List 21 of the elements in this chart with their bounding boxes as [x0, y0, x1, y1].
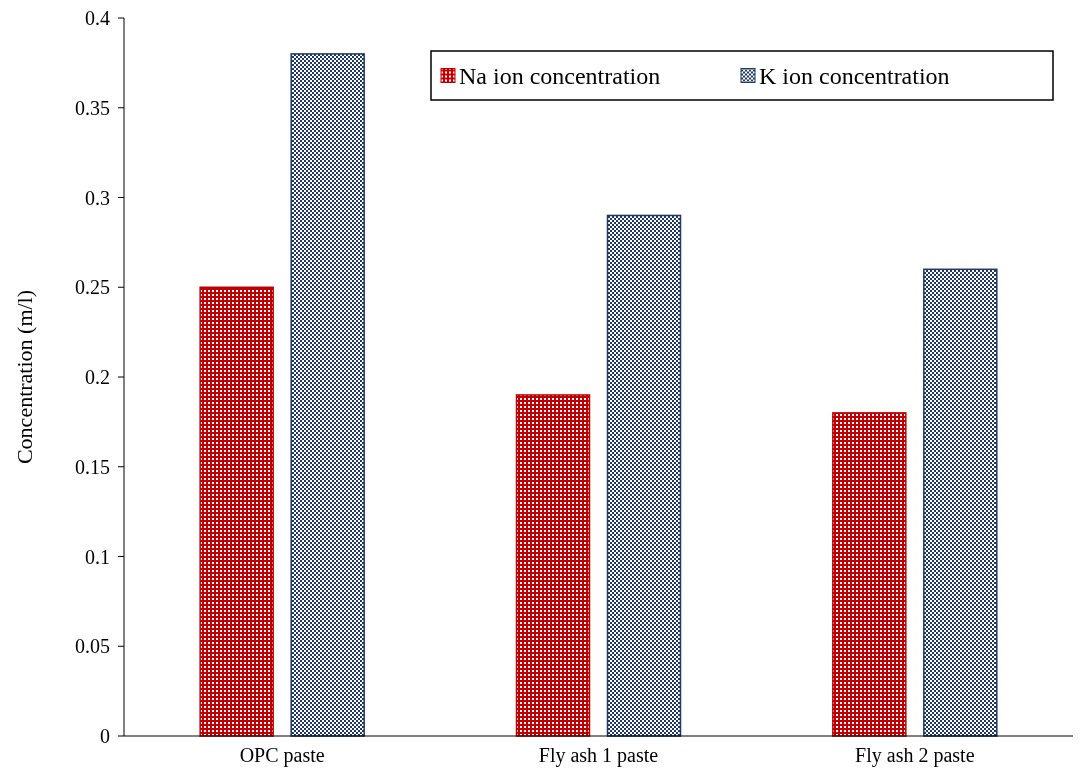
legend-label: K ion concentration: [759, 62, 950, 89]
x-tick-label: OPC paste: [239, 744, 325, 767]
bar: [606, 214, 682, 737]
y-tick-label: 0: [100, 725, 110, 747]
bar: [923, 268, 998, 737]
y-tick-label: 0.1: [85, 545, 110, 568]
y-tick-label: 0.15: [75, 455, 110, 478]
bar: [515, 394, 591, 737]
y-tick-label: 0.3: [85, 186, 110, 209]
legend-label: Na ion concentration: [459, 62, 661, 89]
y-tick-label: 0.4: [85, 7, 110, 29]
x-tick-label: Fly ash 2 paste: [855, 744, 975, 767]
x-tick-label: Fly ash 1 paste: [538, 744, 659, 767]
y-tick-label: 0.2: [85, 366, 110, 388]
y-tick-label: 0.35: [75, 96, 110, 119]
bar: [290, 53, 365, 737]
y-tick-label: 0.25: [75, 276, 110, 299]
bar: [199, 286, 274, 737]
y-axis-title: Concentration (m/l): [12, 289, 37, 465]
y-tick-label: 0.05: [75, 635, 110, 658]
bar: [832, 412, 907, 737]
